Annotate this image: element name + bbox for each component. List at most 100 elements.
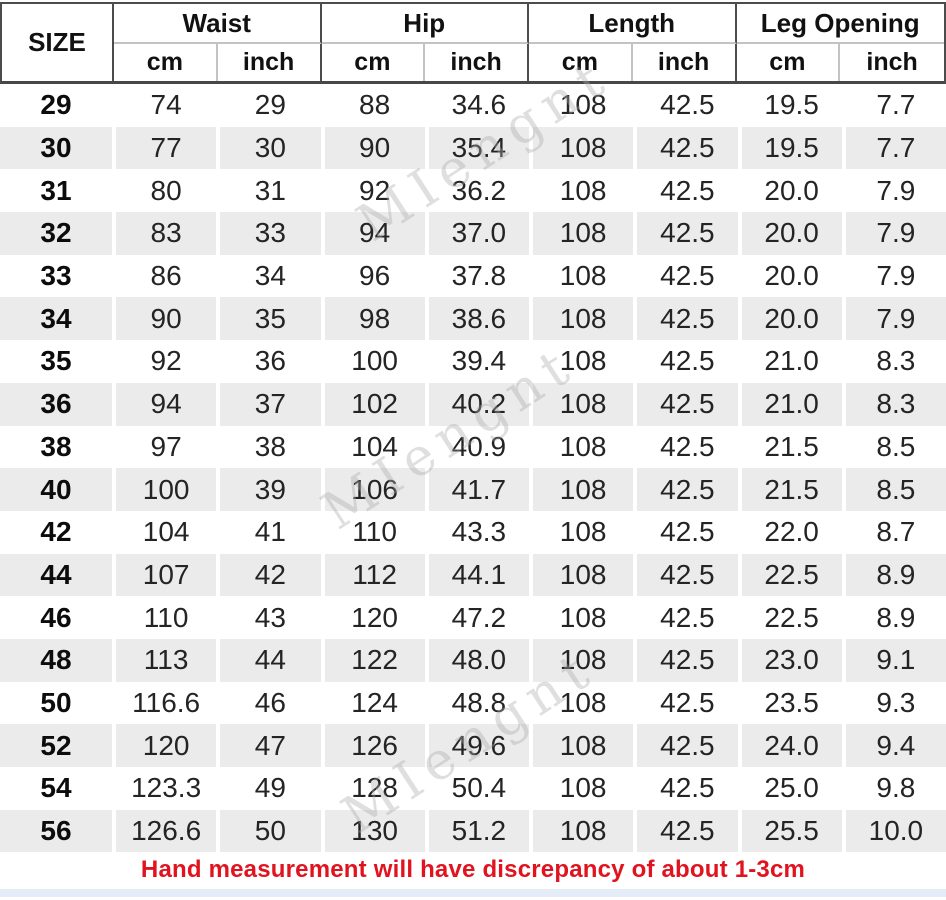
measurement-value: 104	[112, 510, 216, 554]
measurement-value: 7.9	[841, 212, 946, 255]
measurement-value: 37.0	[424, 212, 529, 255]
measurement-value: 34.6	[424, 84, 529, 127]
measurement-value: 100	[112, 468, 217, 511]
measurement-value: 102	[320, 382, 425, 426]
size-value: 35	[40, 345, 72, 377]
size-value: 48	[0, 638, 112, 682]
measurement-value: 37.8	[424, 254, 529, 298]
measurement-value: 47.2	[424, 596, 529, 639]
measurement-value: 8.7	[841, 510, 946, 554]
measurement-value: 40.2	[424, 382, 529, 426]
measurement-value: 92	[112, 340, 216, 383]
measurement-value: 40.9	[424, 425, 529, 469]
measurement-value: 20.0	[737, 169, 842, 213]
measurement-value: 41.7	[424, 468, 529, 511]
measurement-value: 9.8	[841, 767, 946, 810]
measurement-value: 42.5	[633, 553, 738, 597]
measurement-value: 108	[529, 425, 633, 469]
table-row: 32 83 33 94 37.0 108 42.5 20.0 7.9	[0, 212, 946, 255]
table-row: 50 116.6 46 124 48.8 108 42.5 23.5 9.3	[0, 681, 946, 725]
size-value: 30	[0, 126, 112, 170]
measurement-value: 42.5	[633, 724, 738, 767]
measurement-value: 42.5	[633, 84, 737, 127]
measurement-value: 9.1	[841, 638, 946, 682]
measurement-value: 36	[216, 340, 320, 383]
measurement-value: 49	[216, 767, 320, 810]
measurement-value: 23.5	[737, 681, 842, 725]
measurement-value: 86	[112, 254, 216, 298]
measurement-value: 42.5	[633, 169, 737, 213]
measurement-value: 108	[529, 638, 634, 682]
measurement-value: 126.6	[112, 809, 217, 853]
measurement-value: 21.5	[737, 468, 842, 511]
measurement-value: 36.2	[424, 169, 529, 213]
column-group-leg-opening: Leg Opening	[736, 4, 944, 44]
measurement-value: 94	[320, 212, 425, 255]
size-value: 50	[40, 686, 72, 718]
measurement-value: 108	[529, 809, 634, 853]
unit-header-length-cm: cm	[529, 44, 633, 81]
measurement-value: 30	[216, 126, 321, 170]
measurement-value: 96	[320, 254, 425, 298]
measurement-value: 124	[320, 681, 425, 725]
measurement-value: 113	[112, 638, 217, 682]
measurement-value: 7.9	[841, 297, 946, 341]
measurement-value: 122	[320, 638, 425, 682]
measurement-value: 120	[112, 724, 217, 767]
measurement-note: Hand measurement will have discrepancy o…	[140, 856, 806, 883]
measurement-value: 116.6	[112, 681, 216, 725]
measurement-value: 100	[320, 340, 425, 383]
measurement-value: 51.2	[424, 809, 529, 853]
measurement-value: 42.5	[633, 638, 738, 682]
measurement-value: 7.7	[841, 84, 946, 127]
table-row: 44 107 42 112 44.1 108 42.5 22.5 8.9	[0, 553, 946, 597]
measurement-value: 35.4	[424, 126, 529, 170]
measurement-value: 39.4	[424, 340, 529, 383]
size-value: 40	[0, 468, 112, 511]
table-row: 42 104 41 110 43.3 108 42.5 22.0 8.7	[0, 510, 946, 554]
measurement-value: 8.3	[841, 382, 946, 426]
table-header: SIZE Waist Hip Length Leg Opening cm inc…	[0, 2, 946, 84]
measurement-value: 120	[320, 596, 425, 639]
measurement-value: 42.5	[633, 468, 738, 511]
measurement-value: 108	[529, 767, 633, 810]
measurement-value: 43	[216, 596, 320, 639]
measurement-value: 97	[112, 425, 216, 469]
measurement-value: 8.9	[841, 596, 946, 639]
measurement-value: 47	[216, 724, 321, 767]
measurement-value: 8.5	[841, 468, 946, 511]
column-header-size: SIZE	[2, 4, 114, 81]
size-value: 36	[0, 382, 112, 426]
measurement-value: 20.0	[737, 297, 842, 341]
measurement-value: 42.5	[633, 510, 737, 554]
measurement-value: 88	[320, 84, 425, 127]
measurement-value: 50.4	[424, 767, 529, 810]
measurement-value: 38.6	[424, 297, 529, 341]
size-value: 33	[40, 260, 72, 292]
measurement-value: 31	[216, 169, 320, 213]
table-row: 34 90 35 98 38.6 108 42.5 20.0 7.9	[0, 297, 946, 341]
measurement-value: 43.3	[424, 510, 529, 554]
measurement-value: 7.7	[841, 126, 946, 170]
measurement-value: 42.5	[633, 297, 738, 341]
measurement-value: 21.0	[737, 340, 842, 383]
measurement-value: 42.5	[633, 596, 737, 639]
measurement-value: 42.5	[633, 767, 737, 810]
size-value: 52	[0, 724, 112, 767]
measurement-value: 108	[529, 297, 634, 341]
size-value: 34	[0, 297, 112, 341]
table-row: 52 120 47 126 49.6 108 42.5 24.0 9.4	[0, 724, 946, 767]
measurement-value: 8.5	[841, 425, 946, 469]
measurement-value: 90	[112, 297, 217, 341]
unit-header-leg-opening-cm: cm	[737, 44, 841, 81]
column-group-length: Length	[529, 4, 737, 44]
measurement-value: 108	[529, 724, 634, 767]
unit-header-hip-cm: cm	[322, 44, 426, 81]
measurement-value: 83	[112, 212, 217, 255]
measurement-value: 39	[216, 468, 321, 511]
measurement-value: 42.5	[633, 681, 737, 725]
table-row: 38 97 38 104 40.9 108 42.5 21.5 8.5	[0, 425, 946, 469]
table-row: 30 77 30 90 35.4 108 42.5 19.5 7.7	[0, 126, 946, 170]
size-value: 29	[40, 89, 72, 121]
measurement-value: 33	[216, 212, 321, 255]
